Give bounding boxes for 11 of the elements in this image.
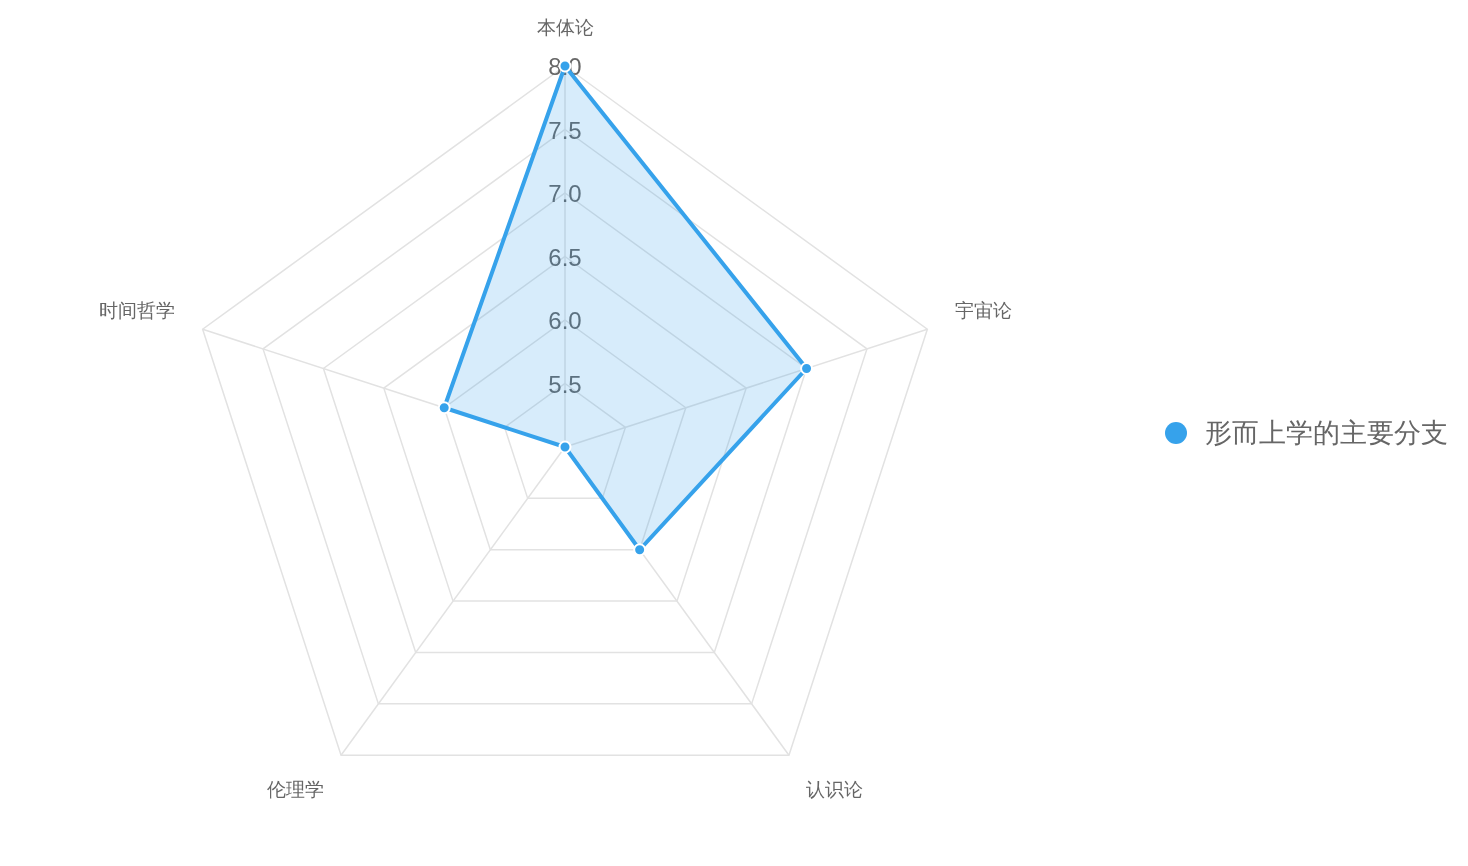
spoke-label: 本体论 — [536, 16, 594, 38]
legend-label: 形而上学的主要分支 — [1205, 417, 1448, 450]
spoke-label: 认识论 — [805, 778, 863, 800]
spoke-label: 时间哲学 — [99, 299, 176, 321]
y-tick-label: 7.0 — [548, 179, 582, 207]
y-tick-label: 7.5 — [548, 116, 582, 143]
y-tick-label: 5.5 — [548, 370, 582, 397]
y-tick-label: 6.0 — [548, 306, 582, 334]
spoke-label: 伦理学 — [267, 778, 325, 800]
y-tick-label: 6.5 — [548, 243, 582, 270]
spoke-label: 宇宙论 — [954, 299, 1012, 321]
